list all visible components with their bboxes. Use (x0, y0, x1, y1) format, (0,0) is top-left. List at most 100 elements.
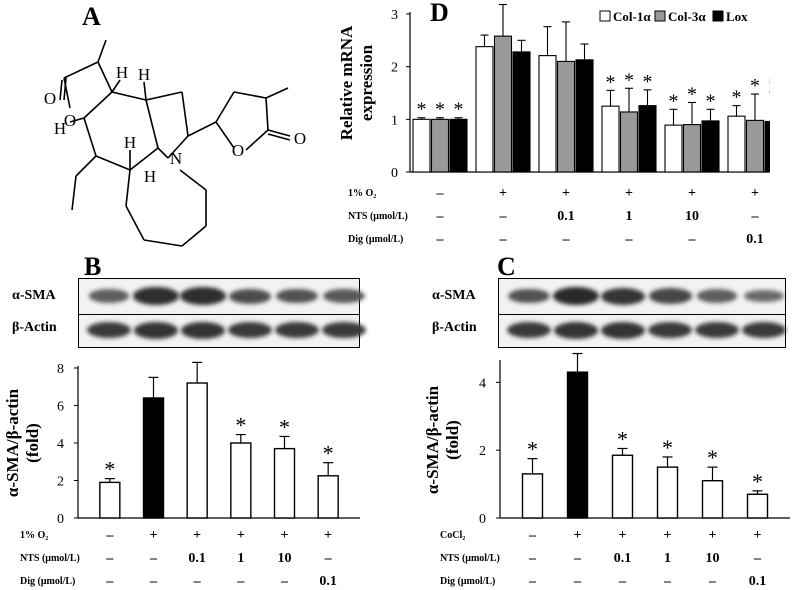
condition-value: + (688, 186, 696, 201)
blot-c-band-beta-actin-6 (741, 321, 787, 339)
condition-value: – (436, 209, 445, 224)
bar-4 (230, 442, 252, 519)
blot-b-label-beta-actin: β-Actin (12, 320, 57, 335)
condition-value: – (625, 232, 634, 247)
atom-o-carbonyl: O (44, 89, 56, 108)
atom-h-5: H (144, 167, 156, 186)
panel-label-a: A (82, 2, 101, 31)
legend-label: Lox (726, 9, 748, 24)
bar-1 (99, 481, 121, 519)
condition-value: – (573, 574, 582, 589)
significance-star: * (643, 71, 653, 93)
condition-value: + (150, 528, 158, 543)
y-tick-label: 1 (391, 113, 398, 128)
condition-value: + (281, 528, 289, 543)
bar-lox-1 (449, 118, 468, 173)
condition-value: – (528, 528, 537, 543)
condition-value: 10 (685, 209, 699, 224)
condition-value: 0.1 (614, 551, 632, 566)
significance-star: * (235, 413, 246, 438)
significance-star: * (323, 441, 334, 466)
condition-value: 10 (706, 551, 720, 566)
condition-value: – (436, 186, 445, 201)
legend-label: Col-3α (668, 9, 706, 24)
bar-lox-5 (701, 120, 720, 173)
y-axis-label: (fold) (443, 420, 462, 460)
legend-swatch (599, 10, 611, 22)
bar-col3-6 (745, 119, 765, 173)
bar-col3-4 (619, 111, 639, 173)
y-tick-label: 4 (57, 437, 64, 452)
y-tick-label: 8 (57, 362, 64, 377)
bar-lox-4 (638, 105, 657, 173)
atom-h-1: H (54, 119, 66, 138)
condition-value: – (436, 232, 445, 247)
bar-col1-3 (538, 55, 557, 173)
bar-col3-5 (682, 124, 702, 173)
blot-c-band-alpha-sma-4 (648, 288, 692, 304)
legend-swatch (654, 10, 666, 22)
condition-value: 1 (237, 551, 244, 566)
significance-star: * (707, 445, 718, 470)
condition-label: Dig (μmol/L) (348, 234, 403, 245)
atom-h-4: H (124, 133, 136, 152)
significance-star: * (706, 90, 716, 112)
panel-label-c: C (497, 252, 516, 281)
condition-value: 0.1 (746, 232, 764, 247)
significance-star: * (750, 75, 760, 97)
blot-b-band-beta-actin-4 (227, 321, 273, 339)
panel-label-b: B (84, 252, 102, 281)
blot-c-band-beta-actin-3 (600, 321, 646, 339)
y-tick-label: 6 (57, 400, 64, 415)
blot-b-label-alpha-sma: α-SMA (12, 288, 56, 303)
blot-b-band-alpha-sma-5 (276, 288, 318, 304)
atom-o-ring: O (64, 111, 76, 130)
significance-star: * (527, 437, 538, 462)
condition-value: + (193, 528, 201, 543)
condition-value: – (753, 551, 762, 566)
condition-value: – (663, 574, 672, 589)
y-axis-label: expression (357, 44, 376, 121)
condition-value: – (751, 209, 760, 224)
significance-star: * (617, 426, 628, 451)
significance-star: * (769, 73, 771, 95)
bar-5 (273, 447, 296, 519)
significance-star: * (606, 71, 616, 93)
condition-value: 1 (626, 209, 633, 224)
bar-5 (701, 479, 724, 519)
blot-c-band-alpha-sma-5 (696, 289, 738, 303)
bar-lox-2 (512, 51, 531, 173)
condition-value: – (193, 574, 202, 589)
blot-c-label-alpha-sma: α-SMA (432, 288, 476, 303)
condition-value: – (499, 232, 508, 247)
y-axis-label: Relative mRNA (340, 25, 356, 140)
condition-value: + (237, 528, 245, 543)
blot-c-band-beta-actin-5 (694, 321, 740, 339)
condition-value: – (708, 574, 717, 589)
blot-c-band-alpha-sma-6 (744, 289, 784, 303)
blot-c-band-alpha-sma-2 (553, 287, 599, 305)
condition-value: 0.1 (188, 551, 206, 566)
condition-value: – (618, 574, 627, 589)
condition-value: – (562, 232, 571, 247)
blot-c-band-beta-actin-2 (553, 321, 599, 339)
significance-star: * (454, 98, 464, 120)
condition-value: – (528, 551, 537, 566)
bar-2 (142, 397, 165, 519)
y-tick-label: 2 (391, 61, 398, 76)
atom-h-2: H (116, 63, 128, 82)
significance-star: * (104, 457, 115, 482)
y-tick-label: 0 (57, 512, 64, 527)
y-tick-label: 2 (57, 475, 64, 490)
bar-col1-5 (664, 124, 683, 173)
condition-value: + (625, 186, 633, 201)
y-axis-label: α-SMA/β-actin (3, 388, 22, 497)
condition-value: 0.1 (749, 574, 767, 589)
condition-value: – (573, 551, 582, 566)
bar-1 (521, 473, 544, 519)
blot-c-band-alpha-sma-1 (508, 288, 550, 304)
condition-value: + (574, 528, 582, 543)
condition-value: 10 (278, 551, 292, 566)
condition-label: 1% O₂ (20, 530, 48, 541)
condition-value: – (236, 574, 245, 589)
